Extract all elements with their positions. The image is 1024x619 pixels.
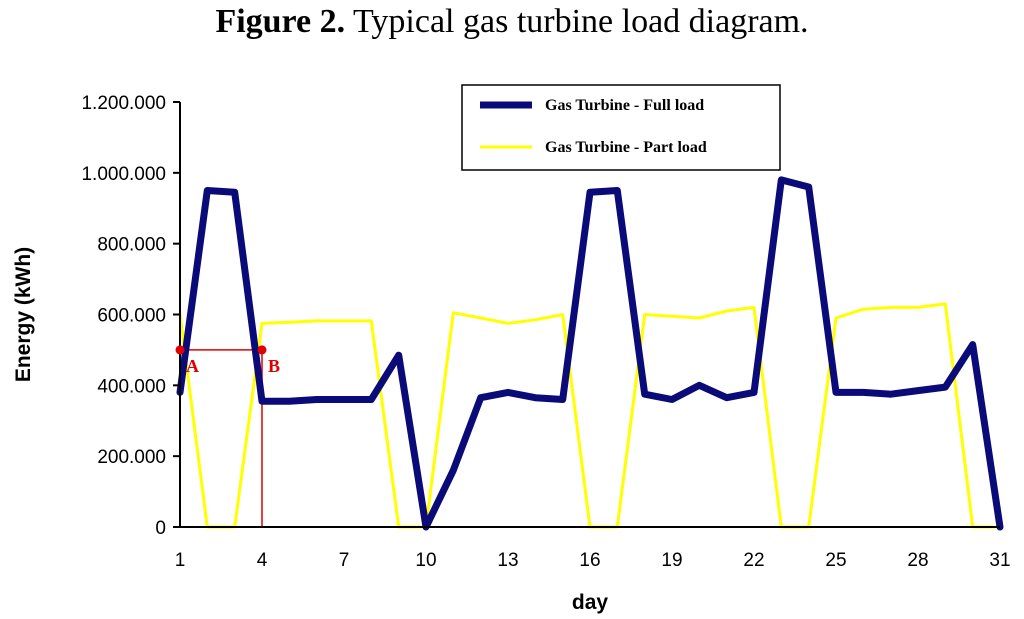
series-line-full-load	[176, 176, 1004, 531]
y-tick-label: 400.000	[97, 376, 166, 397]
x-tick-label: 10	[415, 550, 436, 571]
y-tick-label: 600.000	[97, 306, 166, 327]
x-tick-label: 22	[743, 550, 764, 571]
x-tick-label: 16	[579, 550, 600, 571]
x-tick-label: 28	[907, 550, 928, 571]
legend-entry: Gas Turbine - Full load	[545, 97, 704, 114]
legend-box	[461, 84, 781, 171]
plot-lines	[176, 176, 1004, 531]
x-tick-label: 4	[257, 550, 268, 571]
x-tick-label: 25	[825, 550, 846, 571]
annotation-point	[257, 345, 267, 355]
figure-caption: Typical gas turbine load diagram.	[345, 3, 809, 40]
annotation-label: A	[186, 356, 199, 376]
legend: Gas Turbine - Full load Gas Turbine - Par…	[461, 84, 781, 171]
x-tick-label: 19	[661, 550, 682, 571]
legend-entry: Gas Turbine - Part load	[545, 139, 707, 156]
y-tick-label: 800.000	[97, 235, 166, 256]
y-tick-label: 1.000.000	[81, 164, 166, 185]
figure-label: Figure 2.	[215, 3, 346, 40]
y-axis-label: Energy (kWh)	[12, 247, 35, 382]
annotation-layer	[179, 349, 263, 527]
annotation-point	[175, 345, 185, 355]
annotation-label: B	[268, 356, 280, 376]
x-tick-label: 1	[175, 550, 186, 571]
x-axis-label: day	[572, 591, 609, 614]
x-tick-label: 31	[989, 550, 1010, 571]
x-tick-label: 7	[339, 550, 350, 571]
y-tick-label: 200.000	[97, 447, 166, 468]
series-line-part-load	[178, 302, 1002, 529]
x-tick-label: 13	[497, 550, 518, 571]
y-tick-label: 1.200.000	[81, 93, 166, 114]
y-tick-label: 0	[155, 518, 166, 539]
figure-title: Figure 2. Typical gas turbine load diagr…	[0, 0, 1024, 52]
axes: 0 200.000 400.000 600.000 800.000 1.000.000 1.…	[12, 93, 1011, 614]
